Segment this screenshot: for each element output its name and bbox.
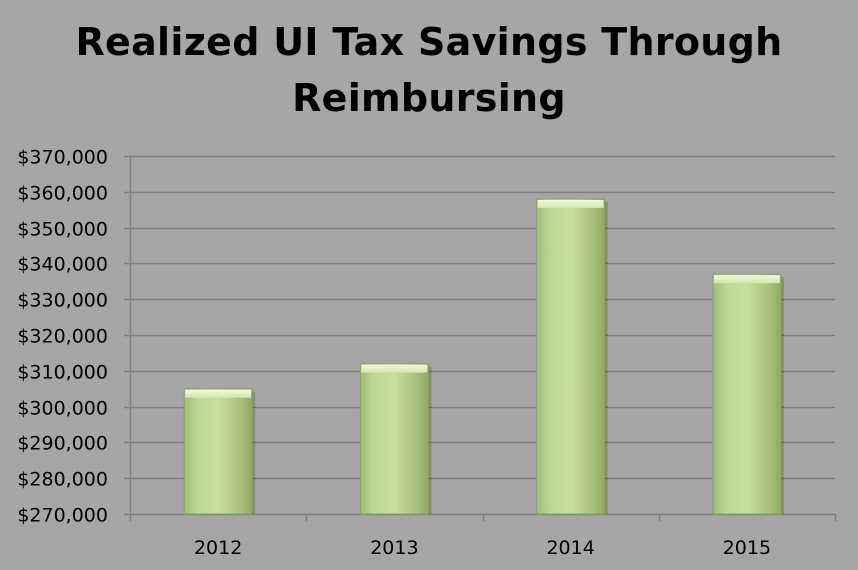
bar (712, 273, 784, 515)
bar (359, 363, 432, 515)
bars (183, 198, 784, 515)
chart-title-line-1: Realized UI Tax Savings Through (75, 20, 783, 64)
y-tick-label: $350,000 (17, 219, 108, 241)
y-tick-label: $310,000 (17, 362, 108, 384)
bar-bevel (185, 389, 252, 398)
y-tick-label: $280,000 (17, 469, 108, 491)
bar-bevel (713, 275, 780, 284)
x-tick-label: 2014 (546, 537, 594, 559)
bar-bevel (361, 364, 428, 373)
chart-title: Realized UI Tax Savings Through Reimburs… (0, 14, 858, 126)
bar-body (359, 363, 429, 515)
x-tick-label: 2012 (194, 537, 242, 559)
bar-body (712, 273, 782, 515)
x-tick-label: 2015 (723, 537, 771, 559)
y-tick-label: $370,000 (17, 147, 108, 169)
y-tick-label: $330,000 (17, 290, 108, 312)
x-tick-labels: 2012 2013 2014 2015 (194, 537, 771, 559)
y-tick-label: $320,000 (17, 326, 108, 348)
bar-body (183, 388, 253, 515)
y-tick-label: $340,000 (17, 254, 108, 276)
bar-body (536, 198, 606, 515)
bar (536, 198, 608, 515)
y-tick-label: $270,000 (17, 505, 108, 527)
bar-bevel (537, 199, 604, 208)
y-tick-label: $360,000 (17, 183, 108, 205)
bar (183, 388, 256, 515)
y-tick-labels: $270,000 $280,000 $290,000 $300,000 $310,000… (17, 147, 108, 527)
chart-title-line-2: Reimbursing (292, 76, 566, 120)
x-tick-label: 2013 (370, 537, 418, 559)
y-tick-label: $290,000 (17, 433, 108, 455)
y-tick-label: $300,000 (17, 398, 108, 420)
